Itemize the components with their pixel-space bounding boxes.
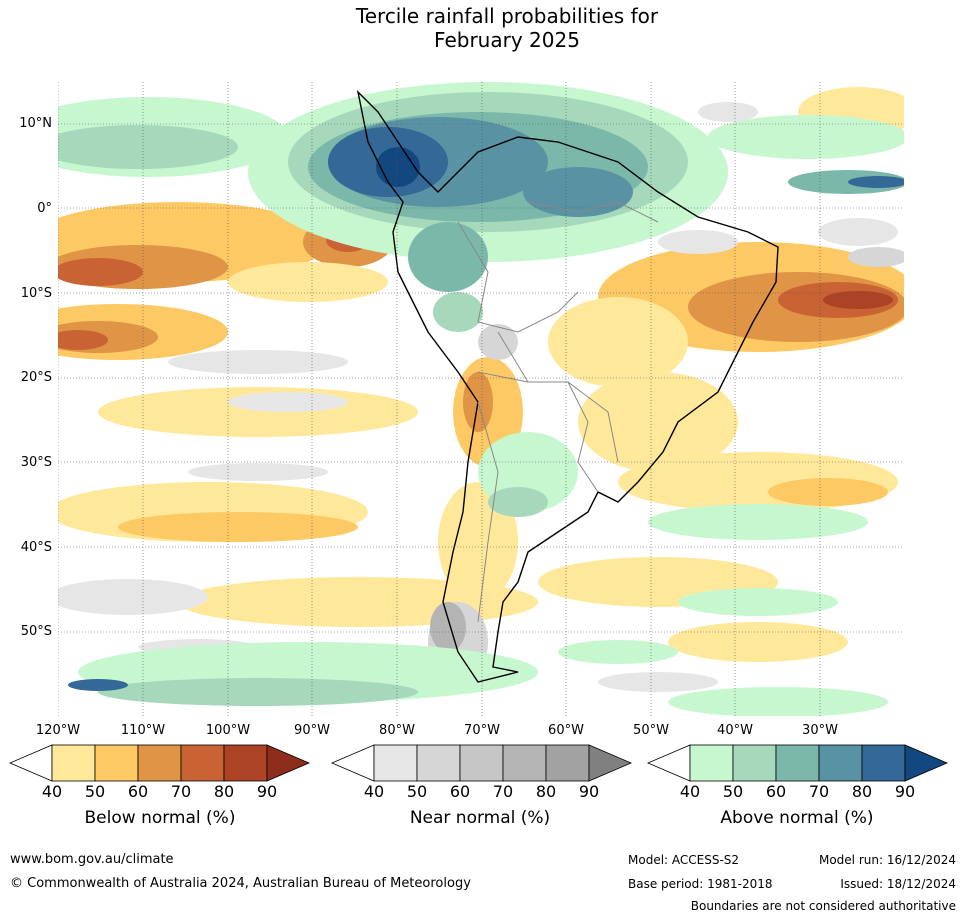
footer-issued: Issued: 18/12/2024 — [840, 877, 956, 891]
lat-label-20s: 20°S — [20, 370, 52, 385]
near-normal-title: Near normal (%) — [409, 808, 551, 828]
below-tick-50: 50 — [84, 782, 106, 801]
above-swatch-5 — [861, 744, 906, 782]
lon-label-100w: 100°W — [205, 723, 251, 738]
near-tick-50: 50 — [406, 782, 428, 801]
near-tick-70: 70 — [492, 782, 514, 801]
graticule — [58, 82, 904, 716]
above-swatch-1 — [689, 744, 734, 782]
below-swatch-0 — [8, 744, 53, 782]
near-swatch-1 — [373, 744, 418, 782]
above-normal-regions — [58, 82, 904, 716]
above-tick-60: 60 — [765, 782, 787, 801]
south-america-coastline — [356, 89, 779, 683]
below-swatch-6 — [266, 744, 311, 782]
footer-website: www.bom.gov.au/climate — [10, 852, 174, 867]
near-swatch-0 — [330, 744, 375, 782]
below-swatch-5 — [223, 744, 268, 782]
below-tick-70: 70 — [170, 782, 192, 801]
lat-label-40s: 40°S — [20, 540, 52, 555]
lon-label-120w: 120°W — [35, 723, 81, 738]
lon-label-70w: 70°W — [464, 723, 500, 738]
title-line-2: February 2025 — [434, 28, 580, 52]
footer-disclaimer: Boundaries are not considered authoritat… — [690, 899, 956, 913]
colorbar-above-normal — [646, 744, 950, 786]
above-tick-90: 90 — [894, 782, 916, 801]
above-swatch-0 — [646, 744, 691, 782]
above-tick-80: 80 — [851, 782, 873, 801]
below-normal-title: Below normal (%) — [84, 808, 236, 828]
above-tick-70: 70 — [808, 782, 830, 801]
colorbar-near-normal — [330, 744, 634, 786]
above-tick-40: 40 — [679, 782, 701, 801]
colorbar-above-swatches — [646, 744, 949, 782]
footer-copyright: © Commonwealth of Australia 2024, Austra… — [10, 876, 471, 891]
above-swatch-6 — [904, 744, 949, 782]
map-canvas — [58, 82, 904, 716]
below-tick-40: 40 — [41, 782, 63, 801]
near-tick-80: 80 — [535, 782, 557, 801]
lon-label-60w: 60°W — [548, 723, 584, 738]
near-swatch-3 — [459, 744, 504, 782]
lat-label-30s: 30°S — [20, 455, 52, 470]
above-swatch-3 — [775, 744, 820, 782]
above-tick-50: 50 — [722, 782, 744, 801]
lat-label-10n: 10°N — [19, 116, 52, 131]
above-swatch-2 — [732, 744, 777, 782]
below-tick-60: 60 — [127, 782, 149, 801]
colorbar-near-swatches — [330, 744, 633, 782]
lat-label-10s: 10°S — [20, 286, 52, 301]
near-tick-90: 90 — [578, 782, 600, 801]
lon-label-80w: 80°W — [379, 723, 415, 738]
near-swatch-6 — [588, 744, 633, 782]
near-swatch-4 — [502, 744, 547, 782]
footer-model: Model: ACCESS-S2 — [628, 853, 740, 867]
lat-label-0: 0° — [37, 201, 52, 216]
colorbar-below-normal — [8, 744, 312, 786]
below-tick-90: 90 — [256, 782, 278, 801]
footer-base-period: Base period: 1981-2018 — [628, 877, 773, 891]
near-swatch-2 — [416, 744, 461, 782]
lat-label-50s: 50°S — [20, 624, 52, 639]
colorbar-below-swatches — [8, 744, 311, 782]
footer-model-run: Model run: 16/12/2024 — [818, 853, 956, 867]
below-tick-80: 80 — [213, 782, 235, 801]
lon-label-90w: 90°W — [294, 723, 330, 738]
map-title: Tercile rainfall probabilities for Febru… — [0, 4, 965, 52]
lon-label-50w: 50°W — [633, 723, 669, 738]
lon-label-110w: 110°W — [120, 723, 166, 738]
above-swatch-4 — [818, 744, 863, 782]
country-borders — [457, 201, 659, 623]
near-tick-60: 60 — [449, 782, 471, 801]
rainfall-probability-map — [58, 82, 904, 716]
near-tick-40: 40 — [363, 782, 385, 801]
below-swatch-2 — [94, 744, 139, 782]
title-line-1: Tercile rainfall probabilities for — [355, 4, 659, 28]
above-normal-title: Above normal (%) — [720, 808, 874, 828]
near-swatch-5 — [545, 744, 590, 782]
below-swatch-4 — [180, 744, 225, 782]
below-swatch-1 — [51, 744, 96, 782]
lon-label-30w: 30°W — [802, 723, 838, 738]
lon-label-40w: 40°W — [717, 723, 753, 738]
below-swatch-3 — [137, 744, 182, 782]
